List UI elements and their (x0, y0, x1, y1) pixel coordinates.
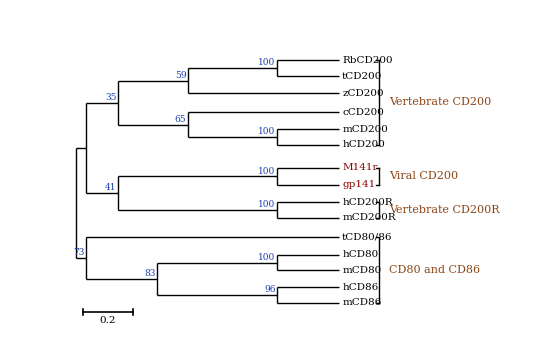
Text: 83: 83 (144, 269, 155, 278)
Text: 100: 100 (258, 58, 275, 67)
Text: cCD200: cCD200 (342, 108, 384, 117)
Text: 100: 100 (258, 200, 275, 209)
Text: tCD80/86: tCD80/86 (342, 233, 393, 242)
Text: gp141: gp141 (342, 180, 375, 189)
Text: M141r: M141r (342, 163, 377, 172)
Text: 96: 96 (264, 285, 275, 294)
Text: Vertebrate CD200: Vertebrate CD200 (388, 97, 491, 107)
Text: RbCD200: RbCD200 (342, 56, 393, 65)
Text: 100: 100 (258, 167, 275, 176)
Text: 73: 73 (73, 248, 85, 257)
Text: zCD200: zCD200 (342, 89, 384, 98)
Text: hCD200R: hCD200R (342, 198, 393, 207)
Text: 100: 100 (258, 127, 275, 136)
Text: mCD86: mCD86 (342, 298, 381, 307)
Text: mCD200R: mCD200R (342, 213, 396, 222)
Text: hCD86: hCD86 (342, 283, 379, 292)
Text: hCD80: hCD80 (342, 250, 379, 259)
Text: mCD200: mCD200 (342, 125, 388, 134)
Text: 65: 65 (175, 115, 186, 124)
Text: 41: 41 (105, 183, 117, 192)
Text: 100: 100 (258, 253, 275, 262)
Text: 59: 59 (175, 71, 186, 80)
Text: 0.2: 0.2 (100, 316, 117, 325)
Text: 35: 35 (105, 93, 117, 102)
Text: CD80 and CD86: CD80 and CD86 (388, 265, 480, 275)
Text: tCD200: tCD200 (342, 72, 382, 81)
Text: hCD200: hCD200 (342, 140, 385, 149)
Text: mCD80: mCD80 (342, 266, 381, 275)
Text: Viral CD200: Viral CD200 (388, 171, 458, 181)
Text: Vertebrate CD200R: Vertebrate CD200R (388, 205, 499, 215)
